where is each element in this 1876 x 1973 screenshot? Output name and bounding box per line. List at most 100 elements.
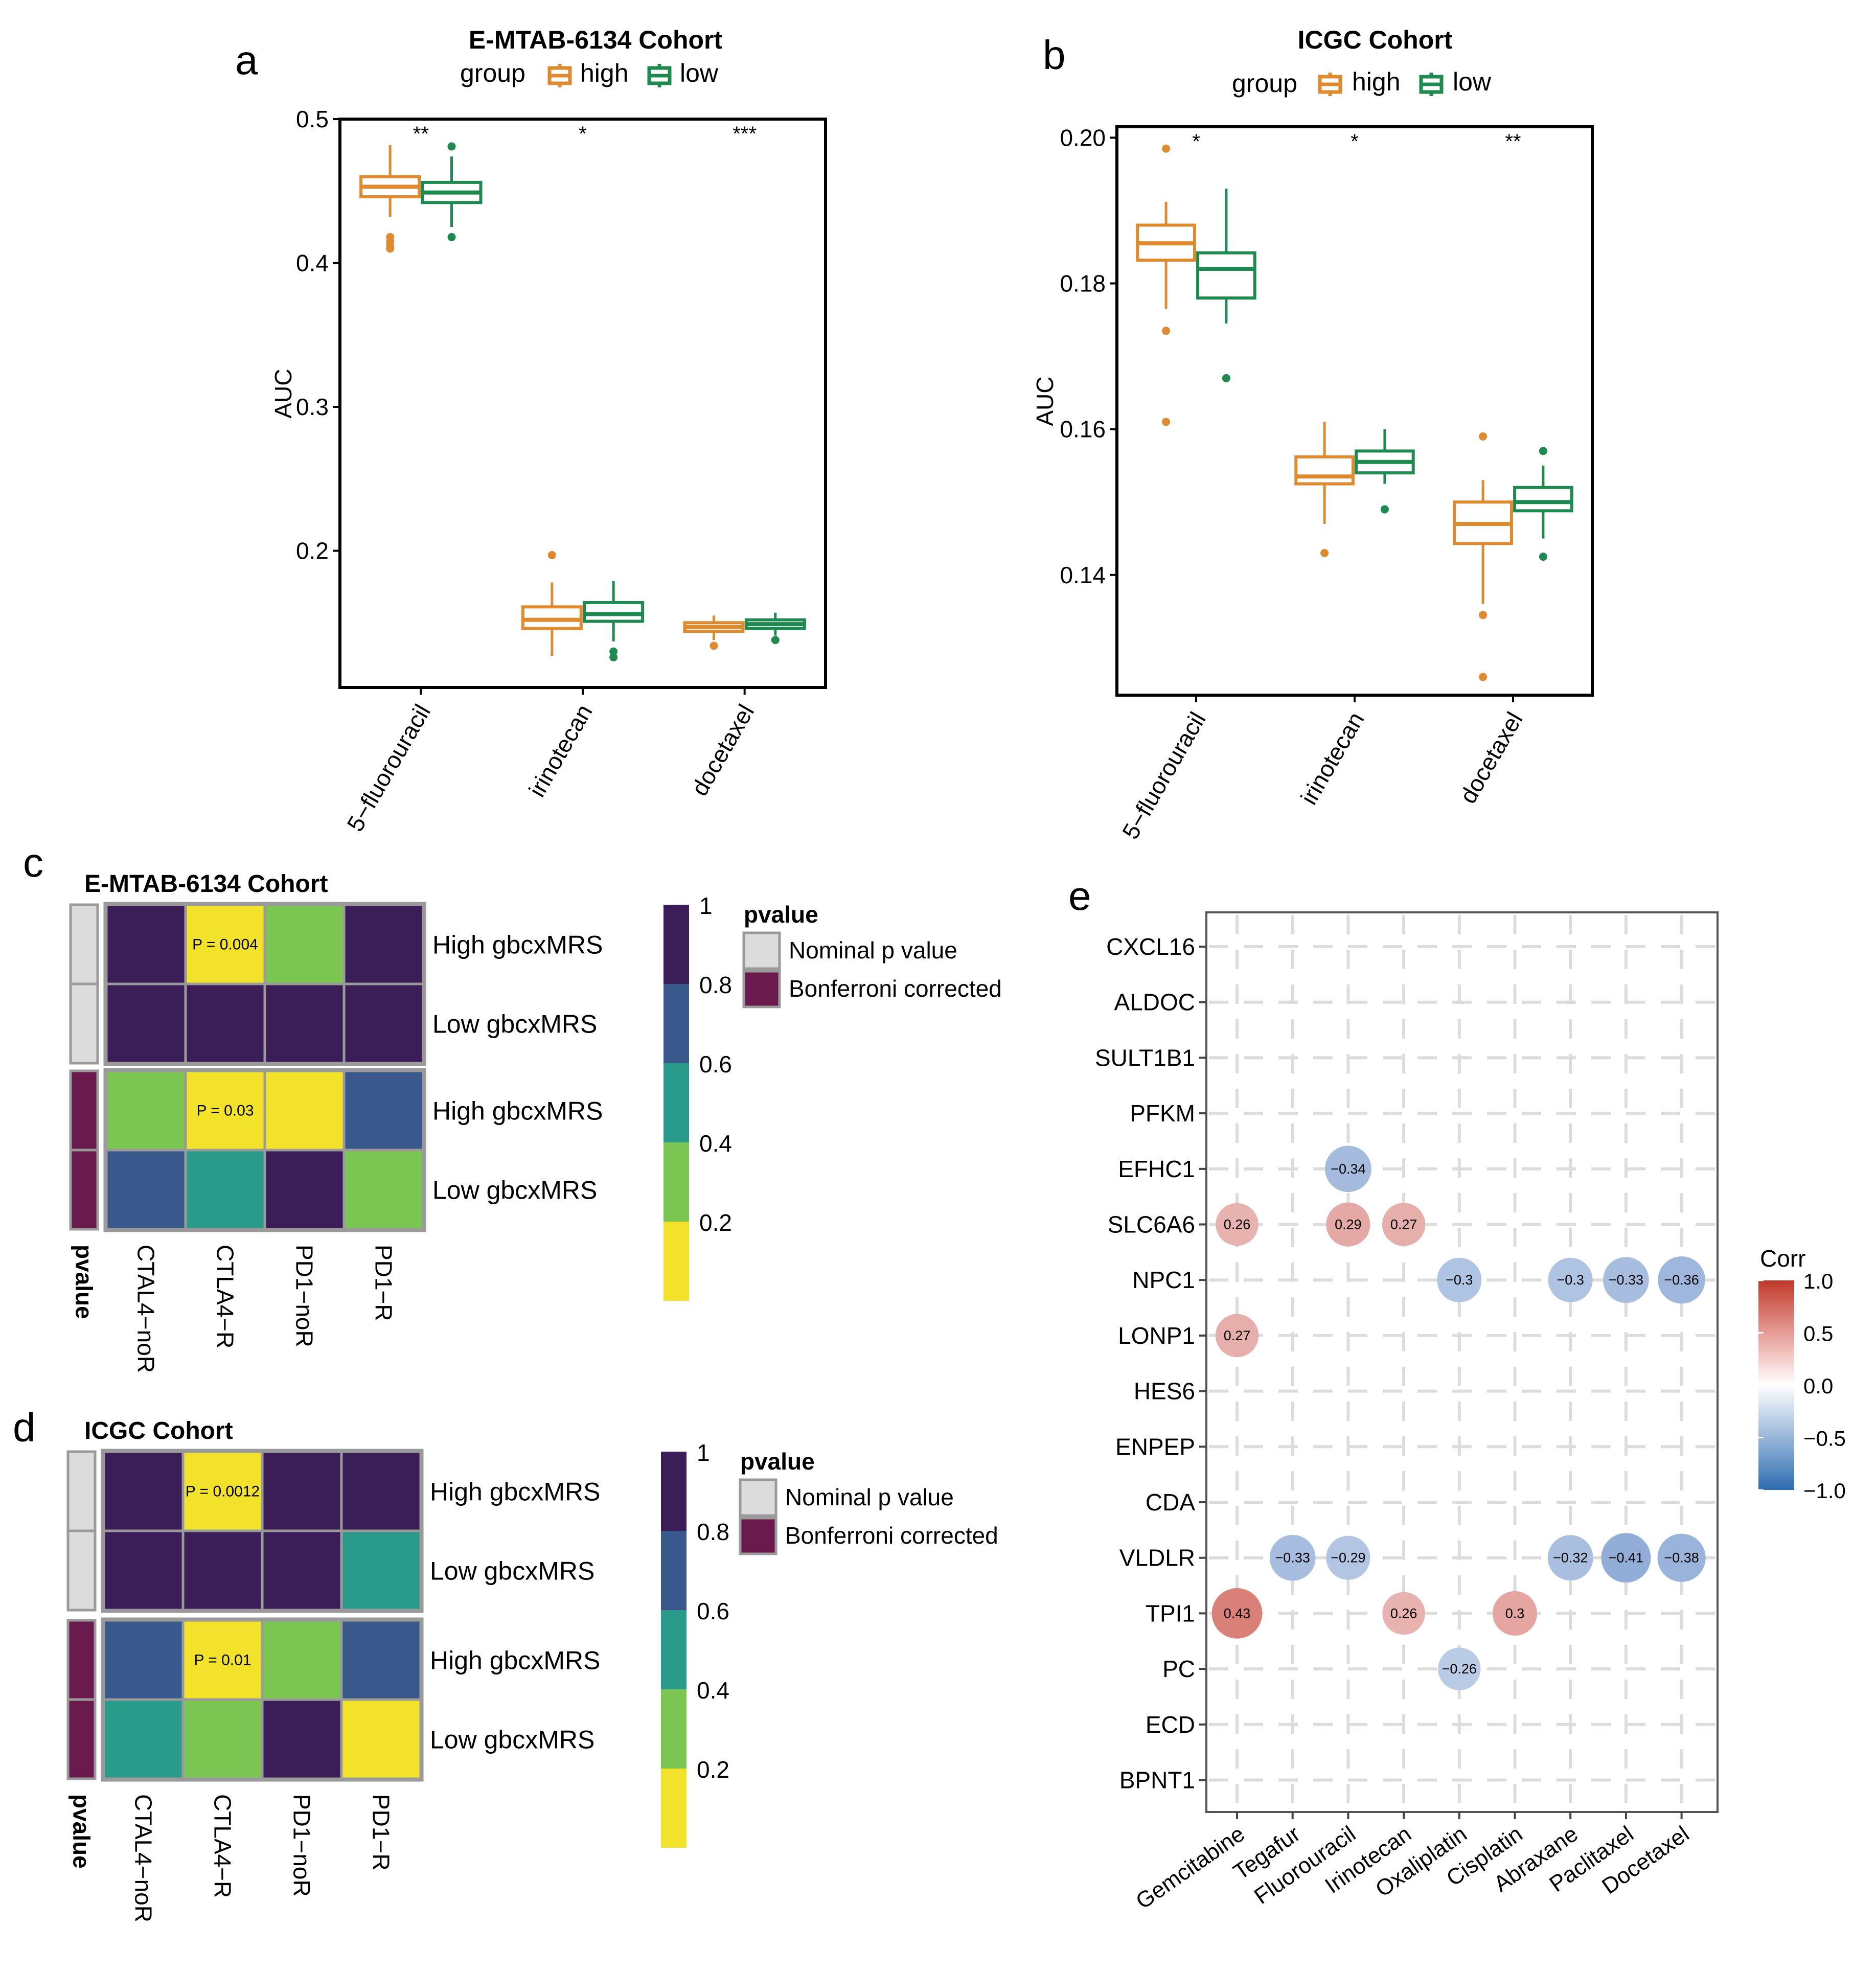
annotation-cell <box>69 1149 99 1231</box>
significance-mark: * <box>1192 130 1200 153</box>
legend-label-nominal: Nominal p value <box>785 1484 954 1510</box>
correlation-value: −0.36 <box>1664 1272 1699 1288</box>
row-label: High gbcxMRS <box>432 1097 603 1126</box>
outlier-point <box>1162 418 1171 426</box>
legend-title: pvalue <box>740 1448 815 1475</box>
colorbar-segment <box>664 1142 689 1222</box>
heatmap-cell <box>263 1069 346 1152</box>
annotation-cell <box>66 1698 97 1780</box>
box-chart-a: E-MTAB-6134 Cohort group high low AUC 0.… <box>270 26 827 836</box>
annotation-axis-label: pvalue <box>68 1794 95 1869</box>
outlier-point <box>1479 611 1488 620</box>
colorbar-tick-label: 1 <box>699 892 713 919</box>
colorbar-tick-label: 0.2 <box>699 1209 732 1236</box>
correlation-point <box>1658 1256 1705 1304</box>
heatmap-cell <box>342 982 425 1065</box>
correlation-value: −0.33 <box>1275 1550 1310 1566</box>
row-label: Low gbcxMRS <box>432 1176 597 1205</box>
outlier-point <box>1222 374 1230 382</box>
colorbar-tick-label: 0.6 <box>697 1598 729 1624</box>
correlation-point <box>1601 1533 1651 1583</box>
heatmap-cell <box>261 1619 343 1701</box>
correlation-point <box>1216 1203 1259 1246</box>
y-tick-label: ECD <box>1146 1711 1195 1738</box>
heatmap-d: ICGC Cohort P = 0.0012 High gbcxMRS Low gb… <box>66 1417 998 1922</box>
x-tick-label: irinotecan <box>1295 707 1369 809</box>
heatmap-cell <box>184 903 266 985</box>
y-tick-label: PFKM <box>1130 1100 1195 1127</box>
chart-title: ICGC Cohort <box>84 1417 233 1444</box>
correlation-value: −0.3 <box>1446 1272 1473 1288</box>
heatmap-cell <box>342 903 425 985</box>
annotation-cell <box>66 1529 97 1612</box>
panel-label-c: c <box>23 840 43 885</box>
heatmap-cell <box>261 1450 343 1532</box>
plot-frame <box>1115 125 1594 697</box>
y-tick-label: 0.5 <box>296 106 329 132</box>
significance-mark: *** <box>733 123 757 145</box>
correlation-point <box>1382 1203 1426 1246</box>
correlation-value: 0.29 <box>1335 1217 1362 1232</box>
heatmap-cell <box>105 903 187 985</box>
y-tick-label: SLC6A6 <box>1108 1211 1195 1238</box>
row-label: Low gbcxMRS <box>432 1010 597 1039</box>
heatmap-cell <box>263 903 346 985</box>
block-border <box>101 1617 424 1782</box>
heatmap-cell <box>340 1698 422 1780</box>
heatmap-cell <box>263 1149 346 1231</box>
y-tick-label: 0.4 <box>296 250 329 277</box>
outlier-point <box>386 244 395 253</box>
y-tick-label: 0.16 <box>1060 416 1106 443</box>
annotation-cell <box>66 1619 97 1701</box>
legend-title: Corr <box>1760 1245 1805 1272</box>
outlier-point <box>1479 673 1488 681</box>
colorbar-tick-label: 0.4 <box>697 1677 729 1704</box>
significance-mark: * <box>579 123 587 145</box>
correlation-value: −0.32 <box>1553 1550 1588 1566</box>
plot-frame <box>338 118 827 689</box>
y-tick-label: HES6 <box>1134 1378 1195 1405</box>
x-tick-label: docetaxel <box>1454 707 1527 808</box>
correlation-point <box>1215 1314 1259 1358</box>
outlier-point <box>1162 144 1171 153</box>
colorbar-tick-label: 0.0 <box>1803 1374 1833 1398</box>
y-tick-label: NPC1 <box>1132 1267 1195 1293</box>
cell-annotation: P = 0.03 <box>196 1103 254 1119</box>
x-tick-label: docetaxel <box>686 700 759 800</box>
correlation-value: −0.33 <box>1609 1272 1643 1288</box>
heatmap-cell <box>340 1450 422 1532</box>
colorbar-tick-label: 0.4 <box>699 1130 732 1157</box>
correlation-point <box>1382 1592 1425 1635</box>
legend-swatch-nominal <box>742 931 781 970</box>
colorbar-tick-label: 0.2 <box>697 1756 729 1783</box>
y-tick-label: EFHC1 <box>1118 1156 1195 1182</box>
colorbar-segment <box>661 1610 687 1689</box>
panel-label-e: e <box>1068 873 1091 919</box>
correlation-value: −0.29 <box>1331 1550 1365 1566</box>
colorbar-tick-label: −0.5 <box>1803 1427 1846 1451</box>
legend-label-bonferroni: Bonferroni corrected <box>785 1522 998 1549</box>
correlation-value: −0.41 <box>1609 1550 1643 1566</box>
heatmap-cell <box>181 1619 264 1701</box>
legend-title: pvalue <box>744 901 818 928</box>
box-high <box>521 605 583 630</box>
colorbar-tick-label: 0.6 <box>699 1051 732 1077</box>
panel-label-b: b <box>1043 32 1066 78</box>
outlier-point <box>1162 327 1171 335</box>
colorbar-tick-label: 1.0 <box>1803 1269 1833 1293</box>
heatmap-cell <box>102 1698 185 1780</box>
column-label: PD1−R <box>371 1245 397 1321</box>
legend-key-low <box>647 64 672 87</box>
column-label: PD1−R <box>368 1794 395 1871</box>
column-label: CTAL4−noR <box>133 1245 159 1373</box>
box-low <box>1196 251 1256 300</box>
y-tick-label: CXCL16 <box>1106 933 1195 960</box>
outlier-point <box>609 647 618 656</box>
outlier-point <box>447 233 456 241</box>
legend-key-low <box>1419 73 1444 96</box>
correlation-value: 0.27 <box>1224 1328 1251 1343</box>
correlation-point <box>1438 1647 1481 1690</box>
row-label: Low gbcxMRS <box>430 1557 594 1586</box>
legend-label-low: low <box>1453 67 1492 96</box>
correlation-plot-e: Corr GemcitabineTegafurFluorouracilIrino… <box>1095 911 1846 1914</box>
